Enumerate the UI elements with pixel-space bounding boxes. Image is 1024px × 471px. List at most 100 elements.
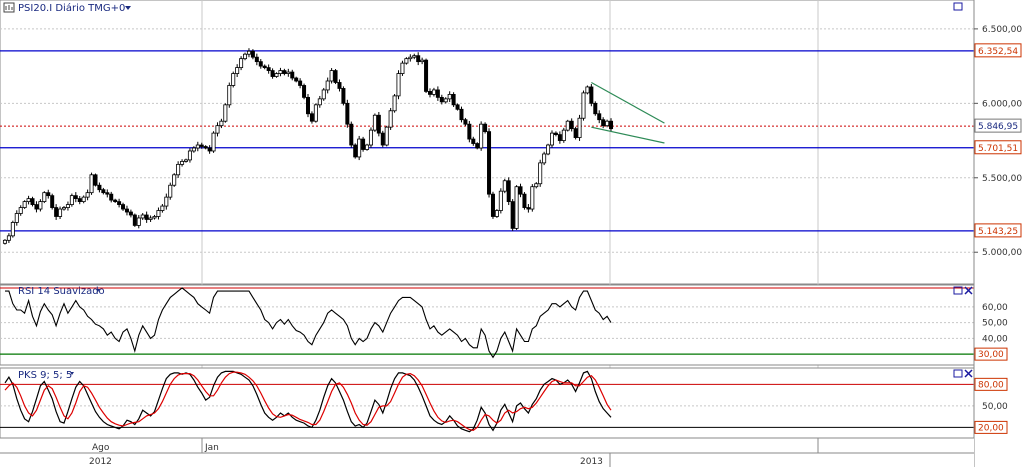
candle[interactable] bbox=[420, 57, 425, 65]
candle[interactable] bbox=[443, 97, 448, 104]
candle[interactable] bbox=[313, 103, 318, 123]
candle[interactable] bbox=[262, 64, 267, 70]
candle[interactable] bbox=[365, 143, 370, 151]
candle[interactable] bbox=[117, 198, 122, 208]
stochastic-d-line[interactable] bbox=[4, 371, 612, 431]
candle[interactable] bbox=[132, 213, 137, 227]
candle[interactable] bbox=[526, 204, 531, 213]
candle[interactable] bbox=[396, 70, 401, 100]
candle[interactable] bbox=[266, 64, 271, 74]
candle[interactable] bbox=[62, 205, 67, 211]
candle[interactable] bbox=[550, 130, 555, 148]
candle[interactable] bbox=[93, 173, 98, 187]
candle[interactable] bbox=[404, 57, 409, 65]
candle[interactable] bbox=[105, 189, 110, 198]
rsi-dropdown-icon[interactable] bbox=[96, 289, 100, 292]
candle[interactable] bbox=[302, 83, 307, 100]
candle[interactable] bbox=[243, 52, 248, 61]
rsi-close-icon[interactable] bbox=[964, 286, 973, 295]
rsi-line[interactable] bbox=[5, 287, 612, 359]
candle[interactable] bbox=[455, 103, 460, 111]
candle[interactable] bbox=[412, 53, 417, 60]
rsi-series-line[interactable] bbox=[5, 287, 612, 359]
candle[interactable] bbox=[42, 191, 47, 204]
candle[interactable] bbox=[168, 182, 173, 200]
candle[interactable] bbox=[152, 214, 157, 220]
candle[interactable] bbox=[353, 143, 358, 159]
candle[interactable] bbox=[384, 125, 389, 147]
stochastic-dropdown-icon[interactable] bbox=[70, 372, 74, 375]
trendlines[interactable] bbox=[591, 81, 665, 144]
candle[interactable] bbox=[424, 58, 429, 93]
candle[interactable] bbox=[294, 76, 299, 83]
candle[interactable] bbox=[309, 111, 314, 124]
candle[interactable] bbox=[270, 68, 275, 79]
candlestick-series[interactable] bbox=[2, 48, 614, 245]
candle[interactable] bbox=[203, 145, 208, 150]
candle[interactable] bbox=[487, 128, 492, 198]
candle[interactable] bbox=[160, 203, 165, 213]
candle[interactable] bbox=[219, 118, 224, 129]
candle[interactable] bbox=[128, 209, 133, 218]
candle[interactable] bbox=[447, 91, 452, 102]
candle[interactable] bbox=[321, 87, 326, 101]
candle[interactable] bbox=[136, 215, 141, 229]
candle[interactable] bbox=[479, 121, 484, 151]
candle[interactable] bbox=[494, 209, 499, 218]
candle[interactable] bbox=[305, 94, 310, 118]
candle[interactable] bbox=[278, 67, 283, 77]
candle[interactable] bbox=[451, 92, 456, 108]
candle[interactable] bbox=[144, 211, 149, 223]
candle[interactable] bbox=[282, 68, 287, 76]
candle[interactable] bbox=[10, 220, 15, 238]
trendline-upper[interactable] bbox=[591, 81, 665, 124]
candle[interactable] bbox=[73, 192, 78, 203]
candle[interactable] bbox=[577, 114, 582, 141]
candle[interactable] bbox=[372, 113, 377, 132]
candle[interactable] bbox=[89, 172, 94, 195]
candle[interactable] bbox=[601, 117, 606, 129]
candle[interactable] bbox=[349, 121, 354, 148]
candle[interactable] bbox=[357, 135, 362, 161]
candle[interactable] bbox=[38, 199, 43, 212]
restore-window-icon[interactable] bbox=[953, 2, 963, 11]
candle[interactable] bbox=[565, 119, 570, 132]
candle[interactable] bbox=[22, 200, 27, 209]
candle[interactable] bbox=[475, 142, 480, 150]
candle[interactable] bbox=[14, 210, 19, 226]
candle[interactable] bbox=[113, 198, 118, 203]
candle[interactable] bbox=[26, 195, 31, 205]
candle[interactable] bbox=[431, 87, 436, 97]
candle[interactable] bbox=[498, 188, 503, 214]
candle[interactable] bbox=[254, 53, 259, 66]
candle[interactable] bbox=[569, 118, 574, 132]
candle[interactable] bbox=[180, 159, 185, 167]
candle[interactable] bbox=[231, 71, 236, 88]
candle[interactable] bbox=[593, 101, 598, 116]
candle[interactable] bbox=[65, 201, 70, 211]
candle[interactable] bbox=[553, 131, 558, 137]
candle[interactable] bbox=[388, 107, 393, 130]
candle[interactable] bbox=[187, 148, 192, 163]
candle[interactable] bbox=[510, 199, 515, 231]
candle[interactable] bbox=[506, 177, 511, 206]
candle[interactable] bbox=[124, 205, 129, 216]
candle[interactable] bbox=[490, 191, 495, 219]
candle[interactable] bbox=[325, 77, 330, 94]
candle[interactable] bbox=[439, 94, 444, 105]
candle[interactable] bbox=[435, 86, 440, 101]
candle[interactable] bbox=[534, 182, 539, 189]
candle[interactable] bbox=[502, 178, 507, 194]
stochastic-k-line[interactable] bbox=[4, 370, 612, 433]
candle[interactable] bbox=[463, 117, 468, 126]
candle[interactable] bbox=[172, 173, 177, 187]
candle[interactable] bbox=[597, 110, 602, 124]
candle[interactable] bbox=[46, 189, 51, 199]
candle[interactable] bbox=[589, 84, 594, 107]
candle[interactable] bbox=[514, 185, 519, 230]
candle[interactable] bbox=[286, 68, 291, 77]
candle[interactable] bbox=[18, 205, 23, 216]
candle[interactable] bbox=[298, 78, 303, 89]
candle[interactable] bbox=[164, 193, 169, 210]
